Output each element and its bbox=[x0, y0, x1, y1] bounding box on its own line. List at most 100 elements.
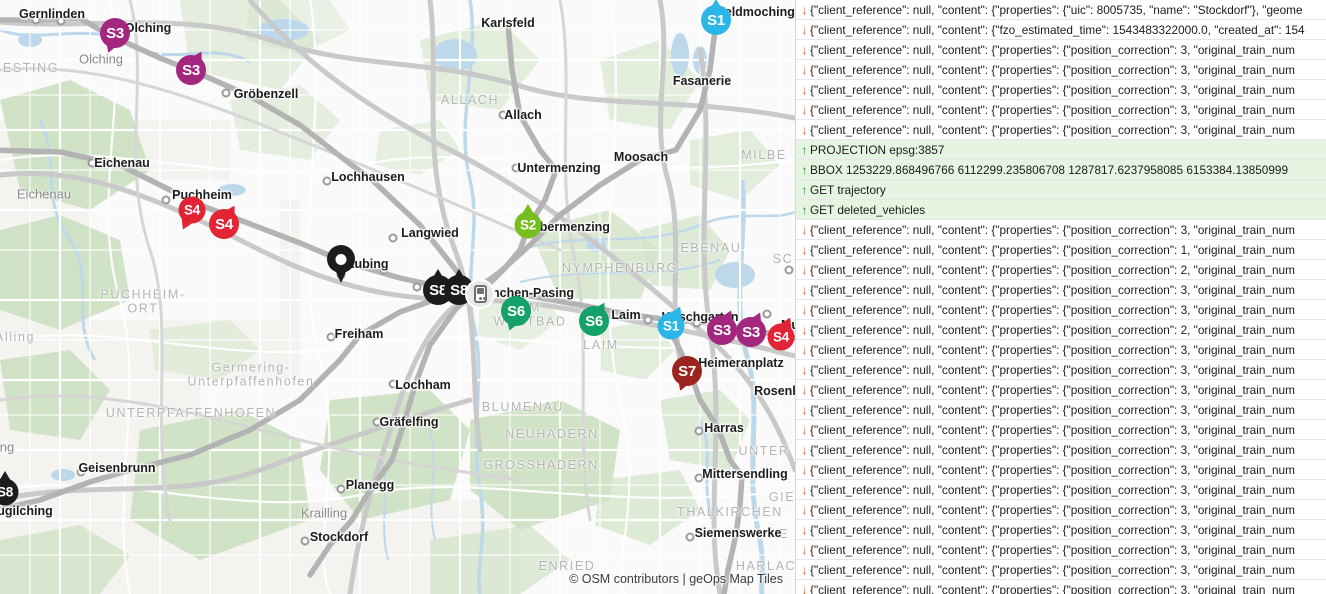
vehicle-marker-s1[interactable]: S1 bbox=[657, 312, 685, 340]
vehicle-line-label: S2 bbox=[520, 217, 536, 233]
station-dot[interactable] bbox=[87, 158, 97, 168]
station-dot[interactable] bbox=[221, 88, 231, 98]
vehicle-marker-s3[interactable]: S3 bbox=[736, 317, 766, 347]
station-dot[interactable] bbox=[643, 315, 653, 325]
vehicle-marker-s6[interactable]: S6 bbox=[579, 306, 609, 336]
vehicle-direction-arrow bbox=[453, 269, 465, 279]
log-row[interactable]: ↓ {"client_reference": null, "content": {… bbox=[796, 300, 1326, 320]
location-pin[interactable] bbox=[327, 245, 355, 283]
log-row[interactable]: ↓ {"client_reference": null, "content": {… bbox=[796, 60, 1326, 80]
log-row[interactable]: ↓ {"client_reference": null, "content": {… bbox=[796, 80, 1326, 100]
vehicle-line-label: S4 bbox=[773, 329, 789, 345]
station-dot[interactable] bbox=[388, 379, 398, 389]
station-dot[interactable] bbox=[326, 332, 336, 342]
log-row[interactable]: ↓ {"client_reference": null, "content": {… bbox=[796, 480, 1326, 500]
vehicle-marker-s3[interactable]: S3 bbox=[176, 55, 206, 85]
station-dot[interactable] bbox=[76, 467, 86, 477]
station-dot[interactable] bbox=[372, 417, 382, 427]
log-row[interactable]: ↓ {"client_reference": null, "content": {… bbox=[796, 540, 1326, 560]
arrow-down-icon: ↓ bbox=[801, 302, 808, 317]
log-row[interactable]: ↓ {"client_reference": null, "content": {… bbox=[796, 100, 1326, 120]
log-row[interactable]: ↑ GET trajectory bbox=[796, 180, 1326, 200]
arrow-down-icon: ↓ bbox=[801, 542, 808, 557]
log-row[interactable]: ↓ {"client_reference": null, "content": {… bbox=[796, 260, 1326, 280]
train-station-icon[interactable] bbox=[465, 279, 495, 309]
vehicle-marker-s8[interactable]: S8 bbox=[444, 275, 474, 305]
vehicle-marker-s7[interactable]: S7 bbox=[672, 356, 702, 386]
log-row[interactable]: ↓ {"client_reference": null, "content": {… bbox=[796, 40, 1326, 60]
arrow-down-icon: ↓ bbox=[801, 482, 808, 497]
station-dot[interactable] bbox=[498, 110, 508, 120]
log-message: {"client_reference": null, "content": {"… bbox=[810, 502, 1295, 517]
station-dot[interactable] bbox=[692, 318, 702, 328]
log-row[interactable]: ↓ {"client_reference": null, "content": {… bbox=[796, 380, 1326, 400]
log-row[interactable]: ↑ PROJECTION epsg:3857 bbox=[796, 140, 1326, 160]
vehicle-direction-arrow bbox=[710, 0, 722, 9]
log-row[interactable]: ↓ {"client_reference": null, "content": {… bbox=[796, 240, 1326, 260]
log-row[interactable]: ↓ {"client_reference": null, "content": {… bbox=[796, 280, 1326, 300]
vehicle-line-label: S3 bbox=[713, 321, 731, 339]
log-row[interactable]: ↑ BBOX 1253229.868496766 6112299.23580670… bbox=[796, 160, 1326, 180]
vehicle-marker-s4[interactable]: S4 bbox=[767, 323, 795, 351]
vehicle-marker-s8[interactable]: S8 bbox=[0, 478, 19, 506]
station-dot[interactable] bbox=[694, 473, 704, 483]
pin-hole bbox=[335, 254, 347, 265]
log-row[interactable]: ↓ {"client_reference": null, "content": {… bbox=[796, 440, 1326, 460]
station-dot[interactable] bbox=[161, 195, 171, 205]
vehicle-marker-s4[interactable]: S4 bbox=[209, 209, 239, 239]
log-row[interactable]: ↓ {"client_reference": null, "content": {… bbox=[796, 520, 1326, 540]
log-message: {"client_reference": null, "content": {"… bbox=[810, 582, 1295, 594]
station-dot[interactable] bbox=[322, 176, 332, 186]
log-message: {"client_reference": null, "content": {"… bbox=[810, 242, 1295, 257]
station-dot[interactable] bbox=[762, 309, 772, 319]
log-message: {"client_reference": null, "content": {"… bbox=[810, 342, 1295, 357]
log-row[interactable]: ↑ GET deleted_vehicles bbox=[796, 200, 1326, 220]
websocket-log-panel[interactable]: ↓ {"client_reference": null, "content": {… bbox=[795, 0, 1326, 594]
vehicle-line-label: S6 bbox=[507, 302, 525, 320]
log-message: {"client_reference": null, "content": {"… bbox=[810, 402, 1295, 417]
vehicle-marker-s3[interactable]: S3 bbox=[100, 18, 130, 48]
log-message: BBOX 1253229.868496766 6112299.235806708… bbox=[810, 162, 1289, 177]
log-row[interactable]: ↓ {"client_reference": null, "content": {… bbox=[796, 220, 1326, 240]
log-row[interactable]: ↓ {"client_reference": null, "content": {… bbox=[796, 320, 1326, 340]
station-dot[interactable] bbox=[379, 265, 389, 275]
station-dot[interactable] bbox=[412, 282, 422, 292]
vehicle-marker-s3[interactable]: S3 bbox=[707, 315, 737, 345]
arrow-down-icon: ↓ bbox=[801, 62, 808, 77]
map-pane[interactable]: ESTINGALLACHMILBENYMPHENBURGEBENAUSCAMWE… bbox=[0, 0, 795, 594]
log-message: {"client_reference": null, "content": {"… bbox=[810, 482, 1295, 497]
vehicle-line-label: S1 bbox=[663, 318, 679, 334]
vehicle-marker-s2[interactable]: S2 bbox=[514, 211, 542, 239]
log-row[interactable]: ↓ {"client_reference": null, "content": {… bbox=[796, 120, 1326, 140]
vehicle-marker-s1[interactable]: S1 bbox=[701, 5, 731, 35]
log-row[interactable]: ↓ {"client_reference": null, "content": {… bbox=[796, 580, 1326, 594]
station-dot[interactable] bbox=[694, 426, 704, 436]
station-dot[interactable] bbox=[784, 265, 794, 275]
log-row[interactable]: ↓ {"client_reference": null, "content": {… bbox=[796, 560, 1326, 580]
arrow-down-icon: ↓ bbox=[801, 82, 808, 97]
arrow-down-icon: ↓ bbox=[801, 322, 808, 337]
vehicle-direction-arrow bbox=[522, 204, 534, 214]
log-message: {"client_reference": null, "content": {"… bbox=[810, 62, 1295, 77]
station-dot[interactable] bbox=[685, 532, 695, 542]
log-message: {"client_reference": null, "content": {"… bbox=[810, 522, 1295, 537]
vehicle-marker-s4[interactable]: S4 bbox=[178, 196, 206, 224]
log-row[interactable]: ↓ {"client_reference": null, "content": {… bbox=[796, 460, 1326, 480]
vehicle-marker-s6[interactable]: S6 bbox=[501, 296, 531, 326]
log-row[interactable]: ↓ {"client_reference": null, "content": {… bbox=[796, 420, 1326, 440]
station-dot[interactable] bbox=[300, 536, 310, 546]
station-dot[interactable] bbox=[511, 163, 521, 173]
log-row[interactable]: ↓ {"client_reference": null, "content": {… bbox=[796, 0, 1326, 20]
log-row[interactable]: ↓ {"client_reference": null, "content": {… bbox=[796, 20, 1326, 40]
log-row[interactable]: ↓ {"client_reference": null, "content": {… bbox=[796, 400, 1326, 420]
station-dot[interactable] bbox=[31, 15, 41, 25]
station-dot[interactable] bbox=[56, 16, 66, 26]
arrow-down-icon: ↓ bbox=[801, 42, 808, 57]
log-message: PROJECTION epsg:3857 bbox=[810, 142, 945, 157]
log-row[interactable]: ↓ {"client_reference": null, "content": {… bbox=[796, 360, 1326, 380]
station-dot[interactable] bbox=[336, 484, 346, 494]
log-row[interactable]: ↓ {"client_reference": null, "content": {… bbox=[796, 500, 1326, 520]
station-dot[interactable] bbox=[388, 233, 398, 243]
station-dot[interactable] bbox=[694, 77, 704, 87]
log-row[interactable]: ↓ {"client_reference": null, "content": {… bbox=[796, 340, 1326, 360]
